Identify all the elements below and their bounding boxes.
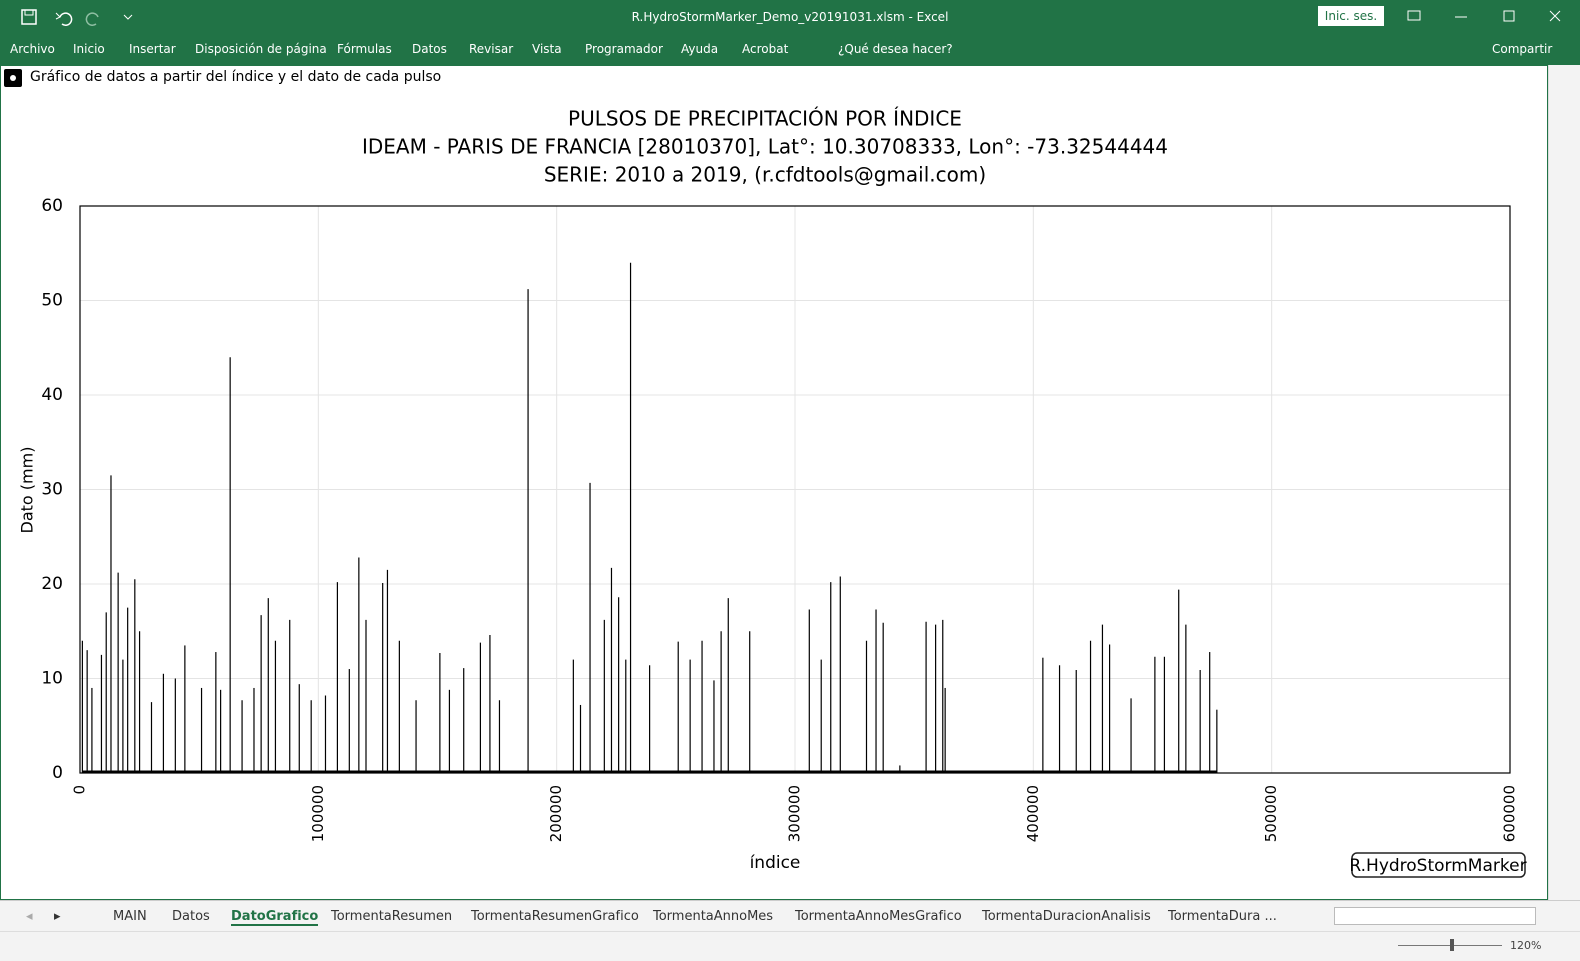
chart-title: IDEAM - PARIS DE FRANCIA [28010370], Lat… (362, 135, 1168, 159)
x-tick-label: 600000 (1501, 785, 1519, 842)
chart-title: SERIE: 2010 a 2019, (r.cfdtools@gmail.co… (544, 163, 986, 187)
ribbon-tab[interactable]: Ayuda (681, 42, 719, 56)
y-axis-title: Dato (mm) (18, 447, 37, 534)
sheet-tab[interactable]: TormentaAnnoMesGrafico (795, 909, 962, 924)
share-button[interactable]: Compartir (1492, 42, 1553, 56)
y-tick-label: 30 (41, 480, 63, 500)
vertical-scrollbar[interactable] (1548, 65, 1580, 900)
y-tick-label: 20 (41, 574, 63, 594)
tell-me[interactable]: ¿Qué desea hacer? (838, 42, 953, 56)
y-tick-label: 40 (41, 385, 63, 405)
logo: R.HydroStormMarker (1349, 856, 1526, 876)
x-tick-label: 500000 (1262, 785, 1280, 842)
ribbon-tab[interactable]: Revisar (469, 42, 514, 56)
x-axis-title: índice (750, 853, 801, 873)
ribbon-tab[interactable]: Programador (585, 42, 663, 56)
ribbon-tab[interactable]: Acrobat (742, 42, 789, 56)
shape-icon (4, 69, 22, 87)
chart-title: PULSOS DE PRECIPITACIÓN POR ÍNDICE (568, 107, 962, 131)
y-tick-label: 60 (41, 196, 63, 216)
ribbon-tab[interactable]: Archivo (10, 42, 55, 56)
sheet-tab[interactable]: DatoGrafico (231, 909, 319, 926)
x-tick-label: 300000 (786, 785, 804, 842)
x-tick-label: 200000 (547, 785, 565, 842)
x-tick-label: 100000 (309, 785, 327, 842)
ribbon-tab[interactable]: Disposición de página (195, 42, 327, 56)
window-title: R.HydroStormMarker_Demo_v20191031.xlsm -… (631, 10, 949, 24)
ribbon-tab[interactable]: Inicio (73, 42, 105, 56)
ribbon-tab[interactable]: Insertar (129, 42, 176, 56)
title-bar: R.HydroStormMarker_Demo_v20191031.xlsm -… (0, 0, 1580, 34)
chart: R.HydroStormMarker PULSOS DE PRECIPITACI… (18, 107, 1527, 878)
status-bar: 120% (0, 931, 1580, 961)
sheet-tab[interactable]: MAIN (113, 909, 147, 924)
logo-box (1351, 852, 1526, 878)
x-tick-label: 400000 (1024, 785, 1042, 842)
zoom-level[interactable]: 120% (1510, 939, 1542, 952)
worksheet: Gráfico de datos a partir del índice y e… (0, 65, 1548, 900)
sheet-tab[interactable]: TormentaDura ... (1168, 909, 1277, 924)
ribbon-tab[interactable]: Datos (412, 42, 447, 56)
sheet-tab[interactable]: TormentaResumenGrafico (471, 909, 639, 924)
ribbon-tab[interactable]: Fórmulas (337, 42, 392, 56)
window-controls[interactable] (1400, 8, 1570, 26)
ribbon-tabs: Archivo Inicio Insertar Disposición de pági… (0, 34, 1580, 65)
sheet-tab[interactable]: TormentaResumen (331, 909, 453, 924)
y-tick-label: 10 (41, 669, 63, 689)
sheet-tabs: ◂ ▸ MAIN Datos DatoGrafico TormentaResumen To… (0, 900, 1580, 932)
ribbon-tab[interactable]: Vista (532, 42, 562, 56)
sheet-tab[interactable]: TormentaAnnoMes (653, 909, 774, 924)
x-tick-label: 0 (71, 785, 89, 795)
y-tick-label: 50 (41, 291, 63, 311)
y-tick-label: 0 (52, 763, 63, 783)
sheet-tab[interactable]: Datos (172, 909, 210, 924)
quick-access[interactable] (20, 8, 140, 28)
h-scrollbar[interactable] (1334, 907, 1536, 925)
caption: Gráfico de datos a partir del índice y e… (30, 69, 442, 85)
signin-button[interactable]: Inic. ses. (1318, 6, 1384, 26)
sheet-tab[interactable]: TormentaDuracionAnalisis (982, 909, 1151, 924)
